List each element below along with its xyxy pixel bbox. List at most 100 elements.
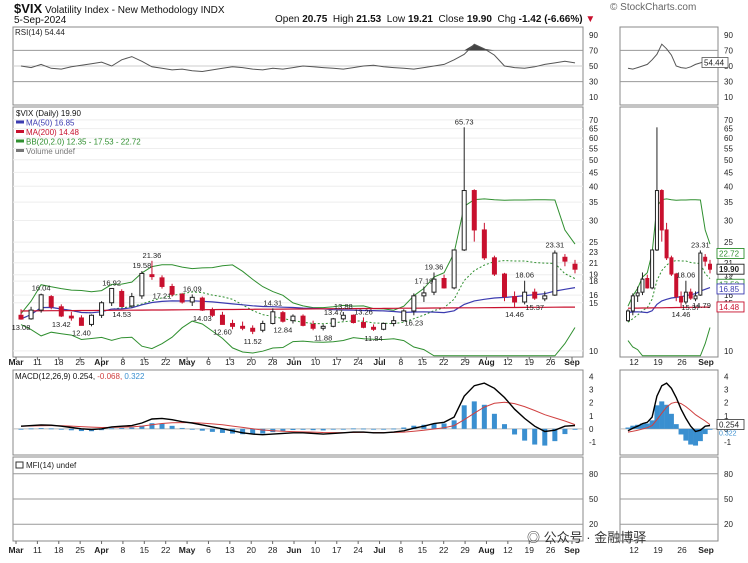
- price-tick-label: 15: [589, 299, 598, 308]
- price-tick-label: 10: [589, 347, 598, 356]
- x-axis-label: 12: [503, 357, 513, 367]
- macd-zoom-hist-bar: [664, 404, 670, 429]
- zoom-x-axis-label-bottom: 12: [629, 545, 639, 555]
- price-high-annotation: 13.88: [334, 302, 353, 311]
- x-axis-label: May: [179, 357, 196, 367]
- macd-hist-bar: [28, 428, 34, 430]
- x-axis-label: 22: [161, 357, 171, 367]
- rsi-line: [20, 43, 576, 73]
- value-tag-close: [716, 263, 745, 275]
- zoom-bb-upper-line: [627, 198, 711, 307]
- candle: [209, 309, 215, 316]
- zoom-candle: [630, 295, 635, 312]
- candle: [552, 252, 558, 296]
- zoom-bb-lower-line: [627, 327, 711, 357]
- x-axis-label-bottom: 11: [33, 545, 42, 555]
- candle: [441, 278, 447, 289]
- x-axis-label-bottom: 15: [140, 545, 150, 555]
- macd-hist-bar: [68, 428, 74, 431]
- zoom-bb-mid-line: [627, 260, 711, 323]
- candle: [18, 314, 24, 320]
- zoom-x-axis-label: 12: [629, 357, 639, 367]
- macd-hist-bar: [340, 428, 346, 430]
- rsi-zoom-line: [627, 43, 711, 70]
- candle: [481, 229, 487, 259]
- exchange: INDX: [200, 5, 225, 16]
- ma200-line: [20, 306, 575, 312]
- price-high-annotation: 18.06: [515, 271, 534, 280]
- rsi-tick-label: 70: [589, 46, 598, 55]
- macd-zoom-signal-line: [627, 401, 711, 433]
- macd-hist-bar: [391, 428, 397, 430]
- macd-hist-bar: [471, 401, 477, 429]
- value-tag-ma50: [716, 283, 745, 295]
- price-low-annotation: 13.42: [52, 320, 71, 329]
- macd-zoom-tick-label: 4: [724, 373, 729, 382]
- price-zoom-tick-label: 21: [724, 259, 733, 268]
- macd-hist-bar: [209, 428, 215, 432]
- candle: [522, 291, 528, 303]
- macd-hist-bar: [58, 428, 64, 430]
- macd-hist-bar: [260, 428, 266, 434]
- ma50-line: [20, 287, 576, 320]
- x-axis-label: 29: [460, 357, 470, 367]
- candle: [290, 315, 296, 322]
- panel-frame-macd: [12, 369, 584, 456]
- zoom-candle: [698, 252, 703, 296]
- macd-zoom-tick-label: 1: [724, 412, 729, 421]
- x-axis-label: 25: [75, 357, 85, 367]
- macd-hist-bar: [542, 428, 548, 446]
- macd-tick-label: 1: [589, 412, 594, 421]
- candle: [300, 315, 306, 326]
- mfi-zoom-tick-label: 80: [724, 470, 733, 479]
- macd-hist-bar: [350, 428, 356, 430]
- price-zoom-tick-label: 55: [724, 144, 733, 153]
- date-label: 5-Sep-2024: [14, 15, 67, 26]
- x-axis-label: 18: [54, 357, 64, 367]
- mfi-legend-box: [15, 461, 24, 469]
- x-axis-label: 24: [353, 357, 363, 367]
- candle: [179, 293, 185, 303]
- candle: [471, 190, 477, 231]
- rsi-zoom-tick-label: 90: [724, 31, 733, 40]
- zoom-candle: [626, 310, 630, 322]
- rsi-tick-label: 30: [589, 78, 598, 87]
- value-tag-bb_upper: [716, 248, 745, 259]
- macd-hist-bar: [18, 428, 24, 430]
- candle: [280, 312, 286, 322]
- price-high-annotation: 16.04: [32, 284, 51, 293]
- price-zoom-tick-label: 60: [724, 134, 733, 143]
- open-value: 20.75: [302, 14, 328, 25]
- legend-entry: MA(50) 16.85: [26, 119, 75, 128]
- macd-zoom-hist-bar: [678, 428, 684, 435]
- rsi-value-tag: [701, 57, 729, 68]
- price-low-annotation: 11.52: [244, 337, 262, 346]
- zoom-candle: [674, 273, 679, 298]
- macd-zoom-tick-label: 3: [724, 386, 729, 395]
- x-axis-label: 15: [418, 357, 428, 367]
- change-value: -1.42 (-6.66%): [518, 14, 583, 25]
- zoom-low-annotation: 15.37: [681, 303, 700, 312]
- zoom-x-axis-label: 26: [677, 357, 687, 367]
- x-axis-label-bottom: 25: [75, 545, 85, 555]
- macd-hist-bar: [149, 423, 155, 429]
- macd-zoom-hist-bar: [630, 425, 636, 429]
- zoom-high-annotation: 23.31: [691, 240, 710, 249]
- candle: [562, 256, 568, 262]
- x-axis-label-bottom: Apr: [94, 545, 109, 555]
- close-value: 19.90: [466, 14, 492, 25]
- bb-upper-line: [20, 198, 576, 315]
- macd-hist-bar: [139, 425, 145, 429]
- mfi-zoom-tick-label: 50: [724, 495, 733, 504]
- zoom-x-axis-label: 19: [653, 357, 663, 367]
- rsi-tick-label: 50: [589, 62, 598, 71]
- price-low-annotation: 17.21: [153, 292, 172, 301]
- x-axis-label-bottom: 26: [546, 545, 556, 555]
- candle: [230, 322, 236, 327]
- candle: [340, 314, 346, 320]
- candle: [109, 287, 115, 304]
- candle: [542, 295, 548, 300]
- x-axis-label-bottom: 20: [246, 545, 256, 555]
- candle: [159, 277, 165, 287]
- x-axis-label: 8: [121, 357, 126, 367]
